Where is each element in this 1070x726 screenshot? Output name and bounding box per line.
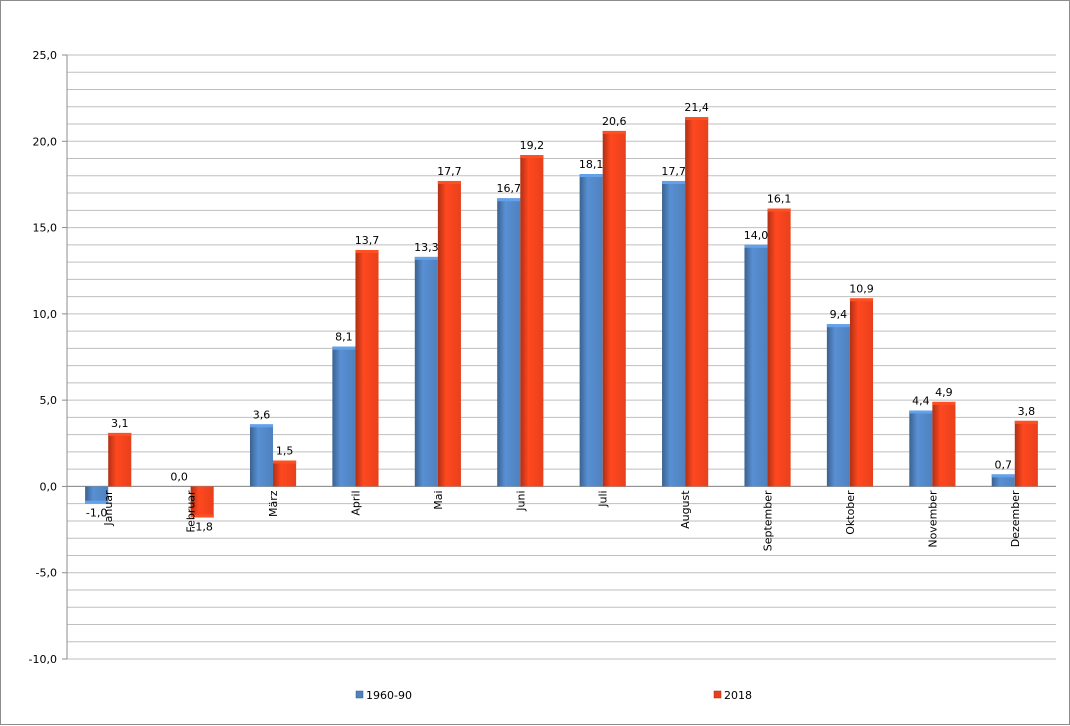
bar-cap <box>190 514 214 518</box>
bar-cap <box>437 180 461 184</box>
legend-label: 1960-90 <box>366 689 412 702</box>
data-label: 0,0 <box>170 470 188 483</box>
data-label: 3,6 <box>253 408 271 421</box>
bar-cap <box>332 346 356 350</box>
bar <box>437 180 461 487</box>
data-label: 3,1 <box>111 417 129 430</box>
bar-cap <box>85 500 109 504</box>
data-label: 20,6 <box>602 115 627 128</box>
category-label: Juni <box>514 490 527 511</box>
legend-swatch <box>713 690 722 699</box>
bar <box>273 460 297 487</box>
data-label: 18,1 <box>579 158 604 171</box>
bar <box>991 474 1015 487</box>
data-label: 3,8 <box>1018 405 1036 418</box>
bar-cap <box>744 244 768 248</box>
bar-cap <box>662 180 686 184</box>
y-tick-label: 0,0 <box>40 480 58 493</box>
data-label: 0,7 <box>995 458 1013 471</box>
bar-cap <box>520 155 544 159</box>
bar <box>685 117 709 487</box>
y-tick-label: 15,0 <box>33 222 58 235</box>
bar-cap <box>767 208 791 212</box>
bar <box>662 180 686 487</box>
y-tick-label: 25,0 <box>33 49 58 62</box>
bar <box>767 208 791 487</box>
category-label: September <box>762 490 775 551</box>
bar <box>414 256 438 487</box>
bar <box>190 486 214 518</box>
data-label: 17,7 <box>437 165 462 178</box>
data-label: 21,4 <box>684 101 709 114</box>
bar <box>849 298 874 487</box>
bar <box>355 250 379 487</box>
bar-cap <box>249 424 274 428</box>
bar <box>932 401 956 487</box>
bar <box>332 346 356 487</box>
bar <box>826 324 850 487</box>
bar <box>85 486 109 504</box>
legend-label: 2018 <box>724 689 752 702</box>
bar <box>1014 420 1038 487</box>
bar-cap <box>685 117 709 121</box>
bar <box>249 424 274 487</box>
data-label: 8,1 <box>335 331 353 344</box>
bar-cap <box>579 174 603 178</box>
y-tick-label: 5,0 <box>40 394 58 407</box>
data-label: 10,9 <box>849 282 874 295</box>
bar-cap <box>602 130 626 134</box>
bar-cap <box>108 432 132 436</box>
bar-cap <box>414 256 438 260</box>
data-label: 16,1 <box>767 193 792 206</box>
bar-cap <box>497 198 521 202</box>
category-label: Juli <box>597 490 610 507</box>
bar <box>579 174 603 487</box>
data-label: 1,5 <box>276 445 294 458</box>
bar-cap <box>273 460 297 464</box>
bar <box>744 244 768 487</box>
data-label: 9,4 <box>830 308 848 321</box>
data-label: 16,7 <box>497 182 522 195</box>
category-label: August <box>679 490 692 529</box>
bar-cap <box>909 410 933 414</box>
y-tick-label: 20,0 <box>33 135 58 148</box>
data-label: 14,0 <box>744 229 769 242</box>
bar-cap <box>355 250 379 254</box>
data-label: 4,4 <box>912 394 930 407</box>
data-label: 19,2 <box>520 139 545 152</box>
bar <box>602 130 626 487</box>
data-label: -1,0 <box>86 507 107 520</box>
category-label: Dezember <box>1009 490 1022 547</box>
data-label: 17,7 <box>661 165 686 178</box>
data-label: 13,7 <box>355 234 380 247</box>
data-label: 13,3 <box>414 241 439 254</box>
category-label: März <box>267 490 280 517</box>
bar-cap <box>1014 420 1038 424</box>
y-tick-label: -5,0 <box>36 567 57 580</box>
y-tick-label: 10,0 <box>33 308 58 321</box>
category-label: Oktober <box>844 490 857 535</box>
category-label: Januar <box>102 490 115 527</box>
category-label: November <box>926 490 939 548</box>
category-label: Mai <box>432 490 445 509</box>
bar-cap <box>932 401 956 405</box>
category-label: Februar <box>185 490 198 533</box>
bar <box>909 410 933 487</box>
data-label: 4,9 <box>935 386 953 399</box>
category-label: April <box>349 490 362 515</box>
legend-swatch <box>355 690 364 699</box>
data-label: -1,8 <box>191 520 212 533</box>
bar-cap <box>849 298 874 302</box>
y-tick-label: -10,0 <box>29 653 57 666</box>
bar <box>108 432 132 487</box>
bar <box>520 155 544 487</box>
bar-cap <box>991 474 1015 478</box>
bar <box>497 198 521 487</box>
bar-cap <box>826 324 850 328</box>
